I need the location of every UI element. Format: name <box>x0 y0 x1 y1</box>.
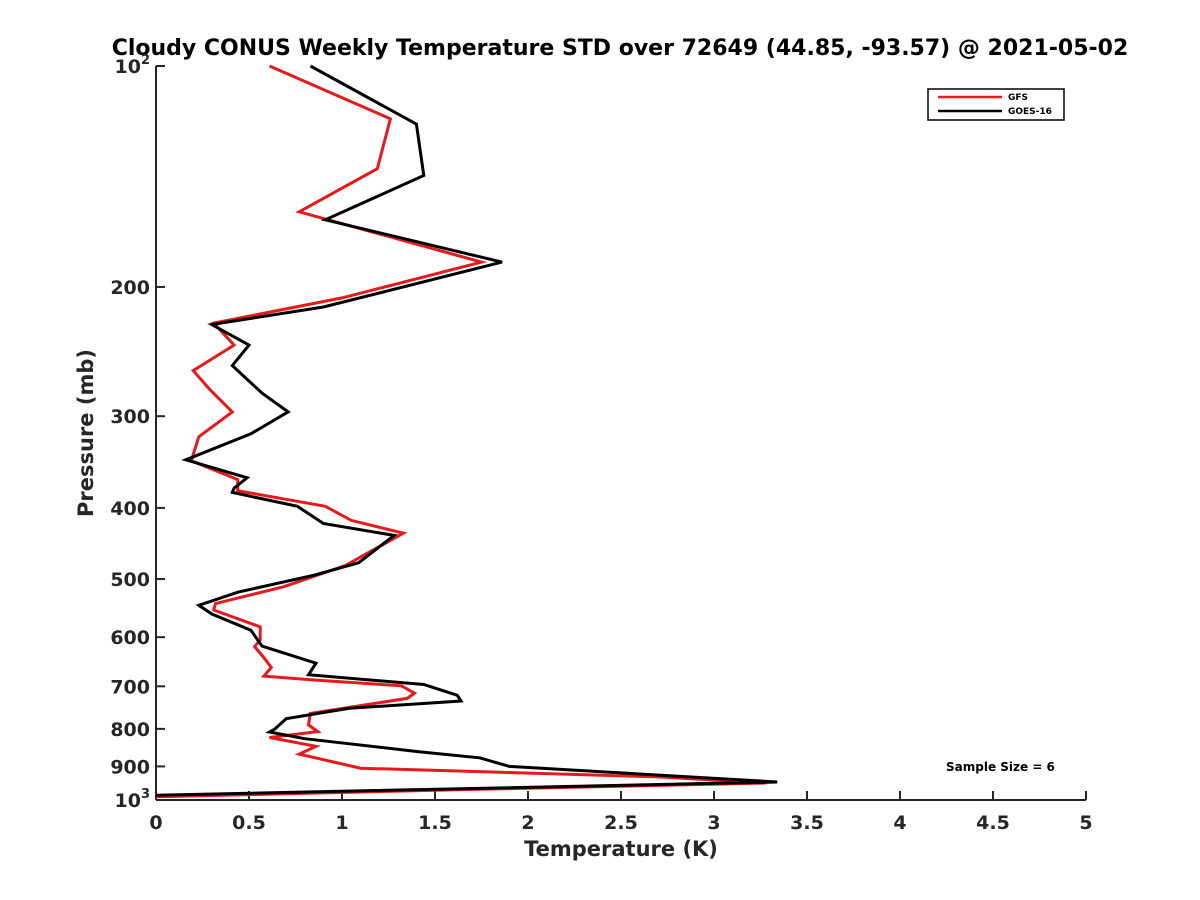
sample-size-annotation: Sample Size = 6 <box>946 760 1055 774</box>
y-tick-label-base: 200 <box>110 277 150 299</box>
legend-box <box>927 88 1065 121</box>
plot-area <box>155 66 1086 801</box>
x-axis-ticks: 0 0.5 1 1.5 2 2.5 3 3.5 4 4.5 5 <box>149 791 1093 834</box>
series-group <box>155 64 778 799</box>
x-tick-label: 1.5 <box>418 812 452 834</box>
series-line-gfs <box>155 64 767 799</box>
x-tick-label: 0.5 <box>232 812 266 834</box>
x-tick-label: 2.5 <box>604 812 638 834</box>
legend-label-gfs: GFS <box>1008 93 1028 103</box>
chart-title: Cloudy CONUS Weekly Temperature STD over… <box>112 36 1129 61</box>
y-tick-label-exponent: 2 <box>141 53 150 68</box>
legend-label-goes16: GOES-16 <box>1008 107 1052 117</box>
x-tick-label: 3 <box>707 812 720 834</box>
y-tick-label: 102 <box>115 53 151 78</box>
y-tick-label: 200 <box>110 277 150 299</box>
y-tick-label: 900 <box>110 756 150 778</box>
y-tick-label: 300 <box>110 406 150 428</box>
y-tick-label: 400 <box>110 498 150 520</box>
x-tick-label: 2 <box>521 812 534 834</box>
x-tick-label: 4 <box>893 812 906 834</box>
y-tick-label: 600 <box>110 627 150 649</box>
y-tick-label: 700 <box>110 676 150 698</box>
y-tick-label-base: 700 <box>110 676 150 698</box>
y-tick-label-base: 10 <box>115 56 141 78</box>
y-tick-label: 800 <box>110 719 150 741</box>
series-line-goes16 <box>155 64 778 797</box>
x-tick-label: 3.5 <box>790 812 824 834</box>
x-tick-label: 5 <box>1079 812 1092 834</box>
x-tick-label: 0 <box>149 812 162 834</box>
y-tick-label-base: 500 <box>110 569 150 591</box>
y-tick-label-base: 400 <box>110 498 150 520</box>
y-tick-label-base: 900 <box>110 756 150 778</box>
y-tick-label: 500 <box>110 569 150 591</box>
y-tick-label-base: 300 <box>110 406 150 428</box>
y-tick-label-base: 800 <box>110 719 150 741</box>
y-tick-label-base: 10 <box>115 790 141 812</box>
x-tick-label: 4.5 <box>976 812 1010 834</box>
x-axis-label: Temperature (K) <box>524 837 718 861</box>
x-tick-label: 1 <box>335 812 348 834</box>
y-tick-label: 103 <box>115 787 151 812</box>
y-tick-label-base: 600 <box>110 627 150 649</box>
legend: GFS GOES-16 <box>927 88 1065 121</box>
y-axis-label: Pressure (mb) <box>74 349 98 517</box>
y-tick-label-exponent: 3 <box>141 787 150 802</box>
